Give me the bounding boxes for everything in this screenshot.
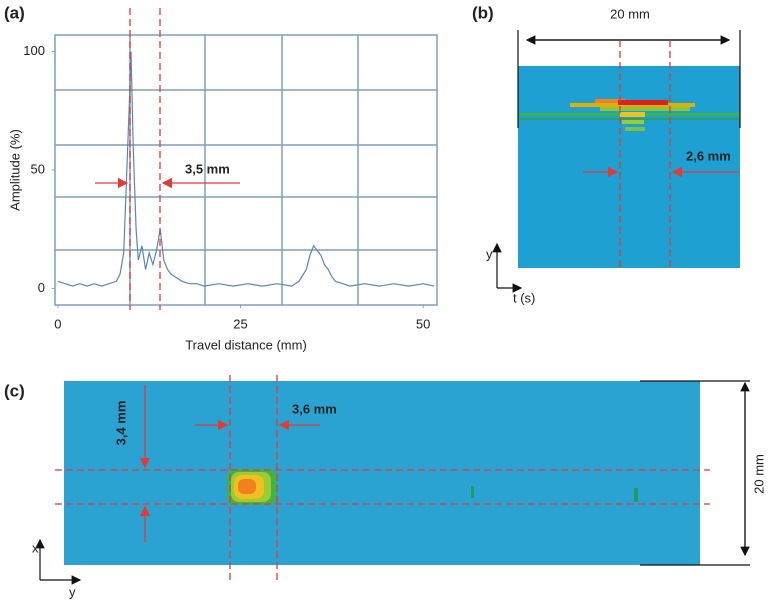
axis-label: x [32,540,39,555]
y-tick-label: 50 [31,161,45,176]
x-tick-label: 0 [54,316,61,331]
annotation: 2,6 mm [686,148,731,163]
panel-a-grid [54,34,438,306]
c-scan-defect [227,469,638,505]
y-tick-label: 100 [23,43,45,58]
b-scan-echo [520,99,740,131]
series-line [57,51,435,287]
panel-label: (b) [472,3,494,22]
b-scan [518,66,740,268]
axis-label: y [486,246,493,261]
x-tick-label: 25 [233,316,247,331]
plot-area: 0 25 50 0 50 100 [23,43,435,331]
annotation: 3,5 mm [185,161,230,176]
x-axis-label: Travel distance (mm) [185,337,307,352]
annotation: 3,6 mm [292,401,337,416]
c-scan [64,381,700,565]
y-axis-label: Amplitude (%) [7,129,22,211]
panel-label: (c) [4,381,25,400]
annotation: 3,4 mm [113,401,128,446]
axis-label: t (s) [513,290,535,305]
dimension-label: 20 mm [610,6,650,21]
dimension-label: 20 mm [751,454,766,494]
y-tick-label: 0 [38,280,45,295]
x-tick-label: 50 [416,316,430,331]
axis-label: y [69,584,76,599]
panel-label: (a) [4,3,25,22]
